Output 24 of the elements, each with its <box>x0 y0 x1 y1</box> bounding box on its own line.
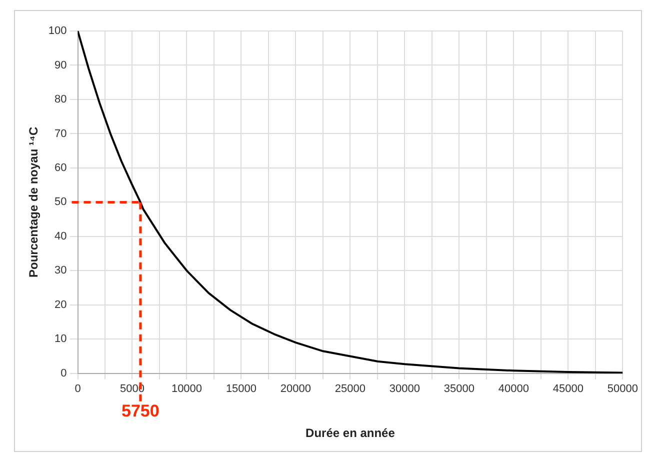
x-axis-title: Durée en année <box>306 426 396 440</box>
x-tick-label: 50000 <box>607 383 638 396</box>
x-tick-label: 45000 <box>552 383 584 396</box>
x-tick-label: 15000 <box>226 383 257 396</box>
y-tick-label: 70 <box>54 128 67 140</box>
x-tick-label: 25000 <box>334 383 366 396</box>
x-tick-label: 20000 <box>280 383 312 396</box>
y-tick-label: 90 <box>54 59 67 72</box>
y-tick-label: 40 <box>54 230 67 242</box>
x-tick-label: 35000 <box>444 383 475 396</box>
y-tick-label: 0 <box>60 367 67 380</box>
x-tick-label: 10000 <box>171 383 202 396</box>
x-tick-label: 40000 <box>498 383 530 396</box>
y-tick-label: 100 <box>48 25 67 38</box>
y-tick-label: 80 <box>54 94 67 106</box>
y-tick-label: 10 <box>54 333 67 346</box>
y-tick-label: 20 <box>54 298 67 311</box>
y-axis-title: Pourcentage de noyau ¹⁴C <box>26 126 41 278</box>
x-tick-label: 30000 <box>389 383 420 396</box>
y-tick-label: 50 <box>54 196 67 208</box>
ref-line-label: 5750 <box>122 402 160 421</box>
x-tick-label: 0 <box>74 383 81 396</box>
y-tick-label: 60 <box>54 162 67 174</box>
y-tick-label: 30 <box>54 264 67 277</box>
